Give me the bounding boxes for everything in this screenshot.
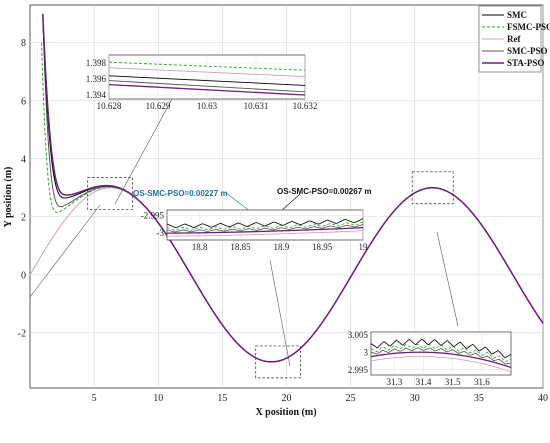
legend-label-smc: SMC xyxy=(507,10,527,20)
legend-label-smc-pso: SMC-PSO xyxy=(507,46,548,56)
x-tick-5: 30 xyxy=(410,393,420,404)
inset-mid-x-tick-0: 18.8 xyxy=(192,242,208,252)
inset-mid-line-smc xyxy=(166,218,364,229)
y-tick-4: 6 xyxy=(21,96,26,107)
inset-bottom-line-fsmc-pso xyxy=(370,343,512,362)
annotation-os-black: OS-SMC-PSO=0.00267 m xyxy=(277,187,371,196)
inset-mid-x-tick-1: 18.85 xyxy=(230,242,251,252)
series-lines xyxy=(29,13,544,363)
inset-mid-line-smc-pso xyxy=(166,224,364,233)
inset-bottom-x-tick-3: 31.6 xyxy=(474,377,490,387)
inset-top-x-tick-4: 10.632 xyxy=(293,101,318,111)
inset-mid-x-tick-4: 19 xyxy=(359,242,369,252)
x-tick-7: 40 xyxy=(538,393,548,404)
inset-top-line-smc-pso xyxy=(108,80,306,93)
inset-top-y-tick-0: 1.394 xyxy=(86,90,107,100)
connector-top-a xyxy=(114,87,179,205)
x-tick-3: 20 xyxy=(282,393,292,404)
zoom-box-mid xyxy=(255,345,301,379)
legend-label-ref: Ref xyxy=(507,34,521,44)
inset-mid-y-tick-0: -2.995 xyxy=(141,210,165,220)
inset-top-line-fsmc-pso xyxy=(108,61,306,71)
inset-top-line-smc xyxy=(108,75,306,86)
inset-bottom-x-tick-2: 31.5 xyxy=(445,377,461,387)
inset-bottom-x-tick-1: 31.4 xyxy=(416,377,432,387)
legend-entry-fsmc-pso: FSMC-PSO xyxy=(482,22,550,32)
connector-top-b xyxy=(29,204,101,298)
annotation-arrow-black xyxy=(279,193,301,213)
inset-bottom-y-tick-0: 3.005 xyxy=(348,330,369,340)
inset-top-y-tick-2: 1.398 xyxy=(86,58,107,68)
inset-mid-x-tick-2: 18.9 xyxy=(273,242,289,252)
inset-top-y-tick-1: 1.396 xyxy=(86,74,107,84)
inset-top-x-tick-1: 10.629 xyxy=(146,101,171,111)
inset-bottom: 31.3 31.4 31.5 31.6 3.005 3 2.995 xyxy=(348,330,512,387)
x-tick-1: 10 xyxy=(153,393,163,404)
inset-bottom-line-smc-pso xyxy=(370,347,512,365)
inset-bottom-y-tick-1: 3 xyxy=(364,347,369,357)
inset-top-line-sta-pso xyxy=(108,83,306,96)
y-tick-0: -2 xyxy=(18,328,26,339)
legend: SMC FSMC-PSO Ref SMC-PSO STA-PSO xyxy=(478,5,550,73)
x-axis-label: X position (m) xyxy=(255,407,316,418)
series-line-sta-pso xyxy=(42,13,544,363)
zoom-connectors xyxy=(29,87,459,367)
zoom-box-top xyxy=(87,177,133,210)
inset-mid-line-ref xyxy=(167,230,364,237)
legend-label-fsmc-pso: FSMC-PSO xyxy=(507,22,550,32)
connector-mid xyxy=(269,259,291,367)
inset-mid-y-tick-1: -3 xyxy=(157,228,165,238)
inset-mid-line-sta-pso xyxy=(167,227,364,234)
inset-bottom-y-tick-2: 2.995 xyxy=(348,365,369,375)
zoom-boxes xyxy=(87,171,454,379)
inset-mid-x-tick-3: 18.95 xyxy=(312,242,333,252)
inset-top-line-ref xyxy=(108,67,306,78)
y-tick-3: 4 xyxy=(21,154,26,165)
x-tick-2: 15 xyxy=(217,393,227,404)
inset-top-x-tick-3: 10.631 xyxy=(244,101,269,111)
legend-entry-ref: Ref xyxy=(482,34,521,44)
inset-top: 10.628 10.629 10.63 10.631 10.632 1.394 1.396 1… xyxy=(86,54,318,111)
y-tick-1: 0 xyxy=(21,270,26,281)
y-tick-2: 2 xyxy=(21,212,26,223)
inset-top-x-tick-0: 10.628 xyxy=(97,101,122,111)
inset-bottom-line-smc xyxy=(370,338,512,359)
x-tick-0: 5 xyxy=(92,393,97,404)
x-tick-4: 25 xyxy=(346,393,356,404)
inset-bottom-x-tick-0: 31.3 xyxy=(386,377,402,387)
inset-top-x-tick-2: 10.63 xyxy=(197,101,218,111)
connector-bottom xyxy=(436,231,459,327)
inset-bottom-line-ref xyxy=(370,356,512,373)
legend-entry-smc-pso: SMC-PSO xyxy=(482,46,548,56)
legend-entry-sta-pso: STA-PSO xyxy=(482,58,544,68)
axis-ticks: 5 10 15 20 25 30 35 40 -2 0 2 4 6 8 xyxy=(18,38,548,404)
inset-plots: 10.628 10.629 10.63 10.631 10.632 1.394 1.396 1… xyxy=(86,54,512,387)
x-tick-6: 35 xyxy=(474,393,484,404)
annotation-os-blue: OS-SMC-PSO=0.00227 m xyxy=(133,189,227,198)
y-axis-label: Y position (m) xyxy=(3,167,14,228)
inset-mid: 18.8 18.85 18.9 18.95 19 -2.995 -3 xyxy=(141,209,369,252)
y-tick-5: 8 xyxy=(21,38,26,49)
legend-label-sta-pso: STA-PSO xyxy=(507,58,544,68)
legend-entry-smc: SMC xyxy=(482,10,527,20)
inset-bottom-line-sta-pso xyxy=(370,351,512,369)
